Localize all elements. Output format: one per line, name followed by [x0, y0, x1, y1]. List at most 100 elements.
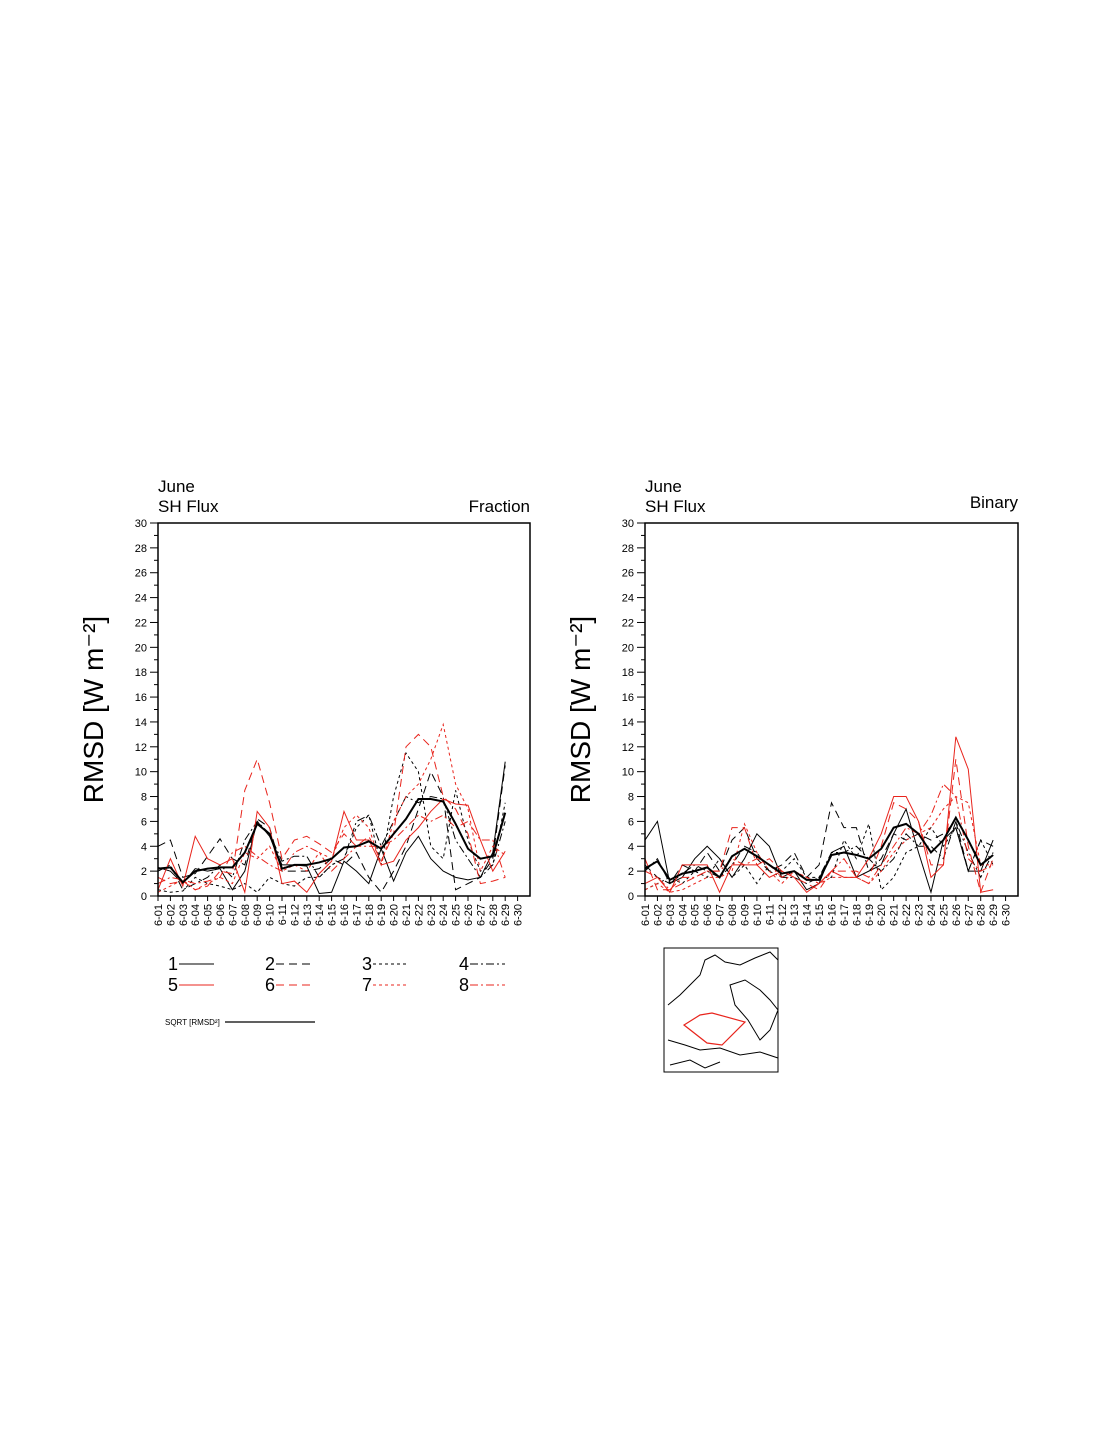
chart-title: June [158, 477, 195, 496]
y-tick-label: 24 [622, 593, 634, 605]
series-line [157, 722, 506, 893]
x-tick-label: 6-22 [413, 904, 425, 926]
legend-label: 5 [168, 975, 178, 995]
y-tick-label: 2 [141, 866, 147, 878]
x-tick-label: 6-08 [727, 904, 739, 926]
x-tick-label: 6-07 [227, 904, 239, 926]
x-tick-label: 6-16 [339, 904, 351, 926]
series-line [157, 733, 506, 891]
x-tick-label: 6-03 [665, 904, 677, 926]
x-tick-label: 6-15 [327, 904, 339, 926]
plot-frame [157, 522, 531, 897]
series-line [157, 798, 506, 895]
legend-label: 6 [265, 975, 275, 995]
y-tick-label: 28 [135, 543, 147, 555]
series-line [157, 765, 506, 894]
x-tick-label: 6-28 [488, 904, 500, 926]
x-tick-label: 6-11 [277, 904, 289, 925]
right-title: Binary [970, 493, 1019, 512]
chart-title: June [645, 477, 682, 496]
y-tick-label: 24 [135, 593, 147, 605]
y-tick-label: 8 [628, 792, 634, 804]
y-tick-label: 22 [622, 617, 634, 629]
series-line [157, 814, 506, 885]
x-tick-label: 6-04 [677, 904, 689, 926]
y-tick-label: 22 [135, 617, 147, 629]
x-tick-label: 6-27 [475, 904, 487, 926]
x-tick-label: 6-25 [451, 904, 463, 926]
x-tick-label: 6-15 [814, 904, 826, 926]
y-axis-label: RMSD [W m⁻²] [78, 616, 109, 803]
y-tick-label: 4 [628, 841, 634, 853]
x-tick-label: 6-03 [178, 904, 190, 926]
series-line [644, 736, 994, 894]
x-tick-label: 6-01 [153, 904, 165, 926]
x-tick-label: 6-18 [851, 904, 863, 926]
y-tick-label: 20 [135, 642, 147, 654]
x-tick-label: 6-19 [864, 904, 876, 926]
x-tick-label: 6-26 [463, 904, 475, 926]
x-tick-label: 6-06 [702, 904, 714, 926]
y-tick-label: 16 [622, 692, 634, 704]
x-tick-label: 6-08 [240, 904, 252, 926]
x-tick-label: 6-23 [914, 904, 926, 926]
x-tick-label: 6-11 [764, 904, 776, 925]
y-tick-label: 12 [135, 742, 147, 754]
x-tick-label: 6-20 [876, 904, 888, 926]
x-tick-label: 6-18 [364, 904, 376, 926]
legend-label: 3 [362, 954, 372, 974]
x-tick-label: 6-12 [289, 904, 301, 926]
x-tick-label: 6-13 [789, 904, 801, 926]
right-title: Fraction [469, 497, 530, 516]
series-line [157, 751, 506, 893]
map-inset [663, 947, 779, 1073]
x-tick-label: 6-09 [252, 904, 264, 926]
x-tick-label: 6-22 [901, 904, 913, 926]
x-tick-label: 6-14 [314, 904, 326, 926]
x-tick-label: 6-10 [752, 904, 764, 926]
x-tick-label: 6-17 [351, 904, 363, 926]
y-tick-label: 12 [622, 742, 634, 754]
y-tick-label: 30 [622, 518, 634, 530]
legend-label: 2 [265, 954, 275, 974]
y-tick-label: 0 [628, 891, 634, 903]
x-tick-label: 6-23 [426, 904, 438, 926]
y-tick-label: 18 [135, 667, 147, 679]
x-tick-label: 6-30 [513, 904, 525, 926]
x-tick-label: 6-29 [500, 904, 512, 926]
y-tick-label: 8 [141, 792, 147, 804]
x-tick-label: 6-25 [938, 904, 950, 926]
x-tick-label: 6-17 [839, 904, 851, 926]
series-line [644, 801, 994, 885]
y-tick-label: 20 [622, 642, 634, 654]
x-tick-label: 6-24 [438, 904, 450, 926]
x-tick-label: 6-21 [889, 904, 901, 926]
y-tick-label: 6 [141, 816, 147, 828]
x-tick-label: 6-30 [1001, 904, 1013, 926]
x-tick-label: 6-04 [190, 904, 202, 926]
series-line [644, 783, 994, 891]
x-tick-label: 6-09 [739, 904, 751, 926]
chart-subtitle: SH Flux [158, 497, 219, 516]
legend-label: 4 [459, 954, 469, 974]
x-tick-label: 6-05 [203, 904, 215, 926]
x-tick-label: 6-06 [215, 904, 227, 926]
y-tick-label: 26 [622, 568, 634, 580]
x-tick-label: 6-24 [926, 904, 938, 926]
legend-label: 7 [362, 975, 372, 995]
x-tick-label: 6-16 [827, 904, 839, 926]
legend-label: 1 [168, 954, 178, 974]
x-tick-label: 6-12 [777, 904, 789, 926]
series-line [157, 761, 506, 895]
x-tick-label: 6-21 [401, 904, 413, 926]
y-tick-label: 28 [622, 543, 634, 555]
x-tick-label: 6-10 [265, 904, 277, 926]
y-tick-label: 14 [135, 717, 147, 729]
chart-subtitle: SH Flux [645, 497, 706, 516]
y-axis-label: RMSD [W m⁻²] [565, 616, 596, 803]
x-tick-label: 6-14 [802, 904, 814, 926]
series-line [157, 795, 506, 891]
x-tick-label: 6-27 [963, 904, 975, 926]
legend-label: SQRT [RMSD²] [165, 1018, 220, 1027]
